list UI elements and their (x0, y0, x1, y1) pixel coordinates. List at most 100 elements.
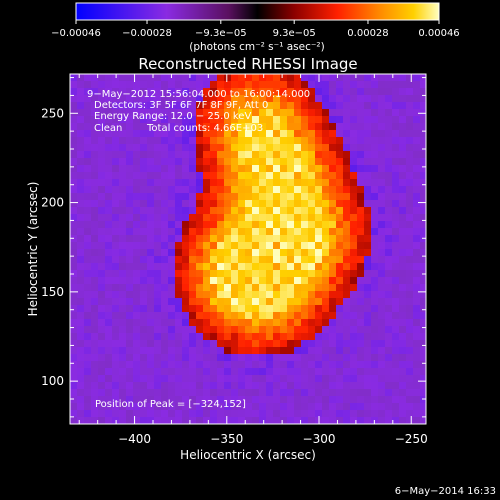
heatmap-cell (175, 221, 183, 229)
heatmap-cell (154, 207, 162, 215)
heatmap-cell (350, 95, 358, 103)
heatmap-cell (350, 340, 358, 348)
heatmap-cell (280, 214, 288, 222)
heatmap-cell (266, 326, 274, 334)
heatmap-cell (420, 256, 426, 264)
heatmap-cell (77, 116, 85, 124)
heatmap-cell (238, 326, 246, 334)
heatmap-cell (140, 81, 148, 89)
heatmap-cell (238, 347, 246, 355)
heatmap-cell (399, 123, 407, 131)
heatmap-cell (84, 186, 92, 194)
heatmap-cell (371, 312, 379, 320)
heatmap-cell (329, 305, 337, 313)
heatmap-cell (329, 312, 337, 320)
heatmap-cell (336, 291, 344, 299)
heatmap-cell (182, 389, 190, 397)
heatmap-cell (196, 158, 204, 166)
heatmap-cell (252, 193, 260, 201)
heatmap-cell (336, 256, 344, 264)
heatmap-cell (385, 375, 393, 383)
heatmap-cell (133, 298, 141, 306)
heatmap-cell (147, 235, 155, 243)
heatmap-cell (189, 81, 197, 89)
heatmap-cell (343, 284, 351, 292)
heatmap-cell (399, 312, 407, 320)
heatmap-cell (84, 116, 92, 124)
heatmap-cell (126, 172, 134, 180)
heatmap-cell (266, 200, 274, 208)
heatmap-cell (182, 207, 190, 215)
heatmap-cell (399, 228, 407, 236)
heatmap-cell (266, 382, 274, 390)
heatmap-cell (364, 214, 372, 222)
heatmap-cell (224, 123, 232, 131)
heatmap-cell (133, 123, 141, 131)
heatmap-cell (315, 410, 323, 418)
heatmap-cell (161, 347, 169, 355)
heatmap-cell (420, 382, 426, 390)
heatmap-cell (329, 396, 337, 404)
heatmap-cell (105, 81, 113, 89)
heatmap-cell (196, 368, 204, 376)
heatmap-cell (210, 249, 218, 257)
heatmap-cell (294, 221, 302, 229)
heatmap-cell (343, 151, 351, 159)
heatmap-cell (385, 319, 393, 327)
heatmap-cell (406, 214, 414, 222)
heatmap-cell (224, 312, 232, 320)
heatmap-cell (161, 312, 169, 320)
heatmap-cell (245, 109, 253, 117)
heatmap-cell (133, 270, 141, 278)
heatmap-cell (385, 235, 393, 243)
heatmap-cell (273, 256, 281, 264)
heatmap-cell (161, 326, 169, 334)
heatmap-cell (126, 144, 134, 152)
heatmap-cell (322, 109, 330, 117)
heatmap-cell (315, 326, 323, 334)
heatmap-cell (371, 298, 379, 306)
heatmap-cell (245, 361, 253, 369)
heatmap-cell (371, 200, 379, 208)
heatmap-cell (77, 165, 85, 173)
heatmap-cell (364, 417, 372, 424)
heatmap-cell (126, 81, 134, 89)
heatmap-cell (357, 256, 365, 264)
heatmap-cell (70, 340, 78, 348)
heatmap-cell (301, 102, 309, 110)
heatmap-cell (168, 214, 176, 222)
heatmap-cell (252, 200, 260, 208)
heatmap-cell (126, 109, 134, 117)
heatmap-cell (406, 221, 414, 229)
heatmap-cell (308, 361, 316, 369)
heatmap-cell (273, 403, 281, 411)
heatmap-cell (175, 305, 183, 313)
heatmap-cell (168, 382, 176, 390)
heatmap-cell (168, 403, 176, 411)
heatmap-cell (133, 74, 141, 82)
heatmap-cell (259, 186, 267, 194)
heatmap-cell (420, 389, 426, 397)
heatmap-cell (287, 312, 295, 320)
heatmap-cell (98, 200, 106, 208)
heatmap-cell (84, 88, 92, 96)
heatmap-cell (399, 158, 407, 166)
heatmap-cell (231, 109, 239, 117)
heatmap-cell (210, 214, 218, 222)
heatmap-cell (154, 235, 162, 243)
heatmap-cell (196, 214, 204, 222)
heatmap-cell (203, 347, 211, 355)
heatmap-cell (245, 249, 253, 257)
heatmap-cell (217, 207, 225, 215)
heatmap-cell (343, 403, 351, 411)
heatmap-cell (378, 305, 386, 313)
heatmap-cell (329, 74, 337, 82)
heatmap-cell (231, 74, 239, 82)
heatmap-cell (77, 95, 85, 103)
heatmap-cell (294, 403, 302, 411)
heatmap-cell (203, 158, 211, 166)
heatmap-cell (98, 179, 106, 187)
heatmap-cell (350, 417, 358, 424)
heatmap-cell (301, 158, 309, 166)
heatmap-cell (301, 333, 309, 341)
